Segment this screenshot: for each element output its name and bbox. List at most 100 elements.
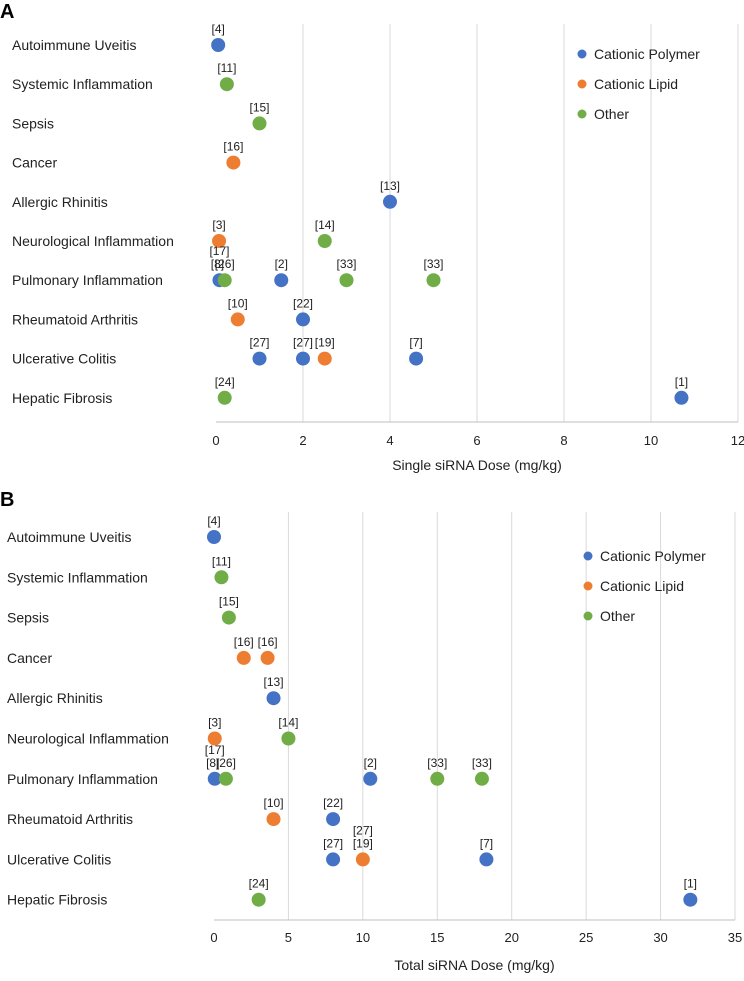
category-label: Allergic Rhinitis [7,690,103,706]
data-point [218,771,233,786]
chart-panel-b: B Autoimmune Uveitis Systemic Inflammatio… [0,489,742,973]
point-reference-label: [4] [212,22,225,36]
x-axis-title-a: Single siRNA Dose (mg/kg) [392,457,562,473]
data-point [281,731,296,746]
data-point [219,77,234,92]
legend-label: Other [600,608,635,624]
point-reference-label: [26] [216,756,236,770]
data-point [214,570,229,585]
point-reference-label: [33] [336,257,356,271]
point-reference-label: [27] [249,336,269,350]
data-point [426,273,441,288]
point-reference-label: [1] [675,375,688,389]
point-reference-label: [7] [480,836,493,850]
legend-marker [577,109,587,119]
category-label: Hepatic Fibrosis [7,892,107,908]
data-point [317,351,332,366]
data-point [226,155,241,170]
point-reference-label: [15] [249,100,269,114]
data-point [207,530,221,544]
point-reference-label: [24] [215,375,235,389]
point-reference-label: [1] [684,877,697,891]
point-reference-label: [8] [206,756,219,770]
point-reference-label: [15] [219,595,239,609]
legend-marker [583,581,593,591]
point-reference-label: [8] [211,257,224,271]
point-reference-label: [3] [212,218,225,232]
legend-marker [583,611,593,621]
category-label: Cancer [7,650,52,666]
category-label: Sepsis [7,610,49,626]
data-point [266,691,281,706]
category-label: Autoimmune Uveitis [12,37,137,53]
point-reference-label: [3] [208,716,221,730]
data-point [217,390,232,405]
legend-label: Cationic Polymer [600,548,706,564]
point-reference-label: [19] [315,336,335,350]
category-label: Neurological Inflammation [7,731,169,747]
data-point [296,351,310,366]
x-tick-label: 35 [728,930,742,945]
data-point [260,650,275,665]
x-axis-title-b: Total siRNA Dose (mg/kg) [394,957,554,973]
chart-panel-a: A Autoimmune Uveitis Systemic Inflammatio… [0,1,744,473]
legend-marker [577,79,587,89]
point-reference-label: [16] [258,635,278,649]
category-label: Cancer [12,155,57,171]
x-tick-label: 30 [653,930,667,945]
point-reference-label: [11] [217,61,236,75]
point-reference-label: [17] [209,244,229,258]
panel-letter-b: B [0,489,14,511]
point-reference-label: [2] [275,257,288,271]
data-point [251,892,266,907]
point-reference-label: [10] [228,296,248,310]
legend-b: Cationic Polymer Cationic Lipid Other [583,548,706,624]
legend-label: Cationic Polymer [594,46,700,62]
category-label: Hepatic Fibrosis [12,390,112,406]
legend-marker [583,551,593,561]
data-point [207,771,222,786]
x-tick-label: 0 [210,930,217,945]
legend-label: Cationic Lipid [594,76,678,92]
data-point [252,116,267,131]
x-tick-label: 10 [356,930,370,945]
data-point [207,731,222,746]
legend-marker [577,49,587,59]
category-label: Rheumatoid Arthritis [12,311,138,327]
data-point [383,194,397,209]
legend-label: Cationic Lipid [600,578,684,594]
category-label: Ulcerative Colitis [7,851,111,867]
x-tick-label: 15 [430,930,444,945]
x-tick-label: 20 [504,930,518,945]
point-reference-label: [7] [409,336,422,350]
category-label: Allergic Rhinitis [12,194,108,210]
category-label: Rheumatoid Arthritis [7,811,133,827]
point-reference-label: [4] [207,514,220,528]
x-tick-label: 6 [473,433,480,448]
data-point [339,273,354,288]
x-tick-label: 0 [212,433,219,448]
legend-a: Cationic Polymer Cationic Lipid Other [577,46,700,122]
point-reference-label: [17] [205,743,225,757]
data-point [474,771,489,786]
x-tick-label: 5 [285,930,292,945]
category-label: Neurological Inflammation [12,233,174,249]
data-point [479,852,494,867]
point-reference-label: [2] [364,756,377,770]
point-reference-label: [24] [249,877,269,891]
category-label: Pulmonary Inflammation [7,771,158,787]
category-label: Autoimmune Uveitis [7,529,132,545]
data-point [252,351,267,366]
data-point [674,390,689,405]
point-reference-label: [22] [293,296,313,310]
data-point [296,312,310,327]
data-point [326,812,341,827]
point-reference-label: [16] [234,635,254,649]
data-point [363,771,378,786]
point-reference-label: [19] [353,836,373,850]
data-point [355,852,370,867]
category-label: Systemic Inflammation [12,76,153,92]
data-point [217,273,232,288]
x-tick-label: 12 [731,433,744,448]
x-tick-label: 2 [299,433,306,448]
